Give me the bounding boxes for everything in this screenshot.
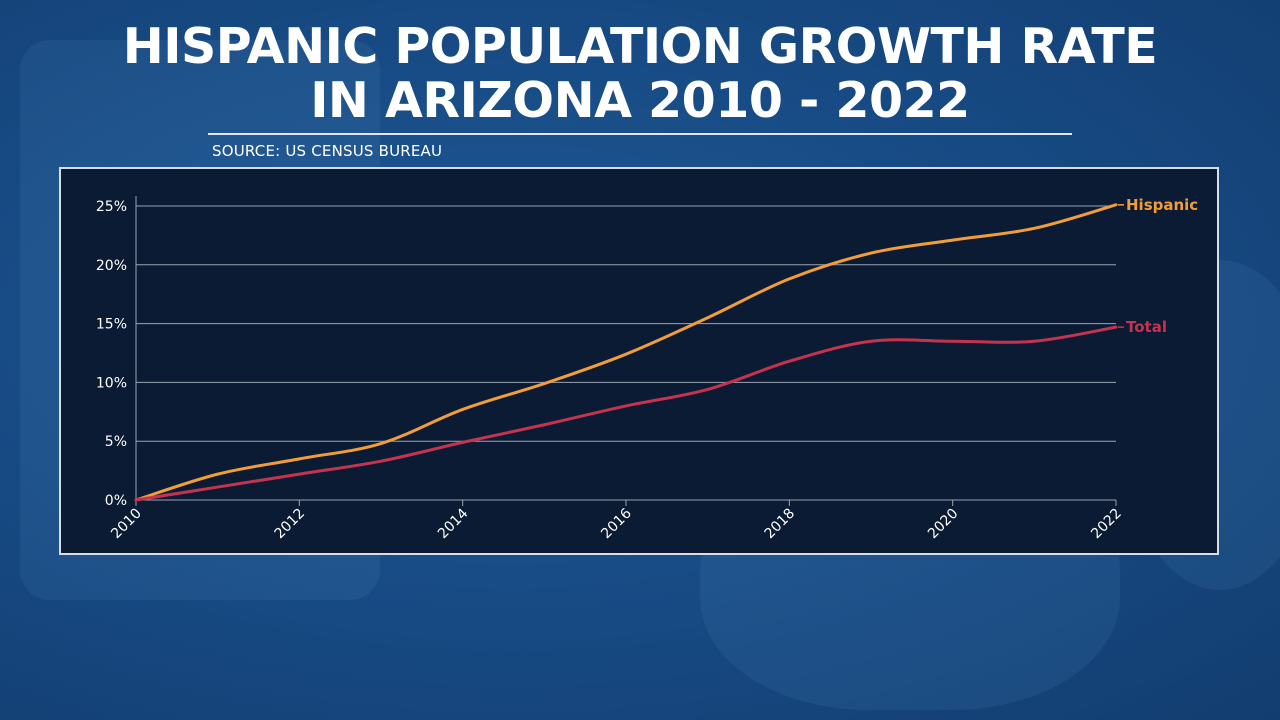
- x-tick-label: 2012: [272, 506, 309, 543]
- y-tick-label: 15%: [96, 317, 127, 333]
- source-note: SOURCE: US CENSUS BUREAU: [212, 142, 443, 160]
- y-tick-label: 0%: [105, 493, 127, 509]
- x-tick-label: 2020: [925, 506, 962, 543]
- line-chart: 0% 5% 10% 15% 20% 25% 2010 2012 2014 2016 2018 2020…: [96, 196, 1198, 543]
- series-line-total: [134, 325, 1118, 502]
- x-tick-label: 2010: [108, 506, 145, 543]
- y-tick-label: 20%: [96, 258, 127, 274]
- series-label-hispanic: Hispanic: [1126, 196, 1198, 214]
- title-line-1: HISPANIC POPULATION GROWTH RATE: [122, 18, 1158, 75]
- x-tick-label: 2014: [435, 505, 472, 542]
- series-line-hispanic: [134, 203, 1118, 502]
- y-tick-label: 25%: [96, 199, 127, 215]
- x-tick-label: 2016: [598, 505, 635, 542]
- y-tick-label: 5%: [105, 434, 127, 450]
- chart-title: HISPANIC POPULATION GROWTH RATE IN ARIZO…: [0, 20, 1280, 128]
- chart-panel: 0% 5% 10% 15% 20% 25% 2010 2012 2014 2016 2018 2020…: [59, 167, 1219, 555]
- x-tick-label: 2018: [762, 506, 799, 543]
- title-divider: [208, 133, 1072, 135]
- x-tick-label: 2022: [1088, 506, 1125, 543]
- y-tick-label: 10%: [96, 375, 127, 391]
- title-line-2: IN ARIZONA 2010 - 2022: [310, 72, 970, 129]
- series-label-total: Total: [1126, 318, 1167, 336]
